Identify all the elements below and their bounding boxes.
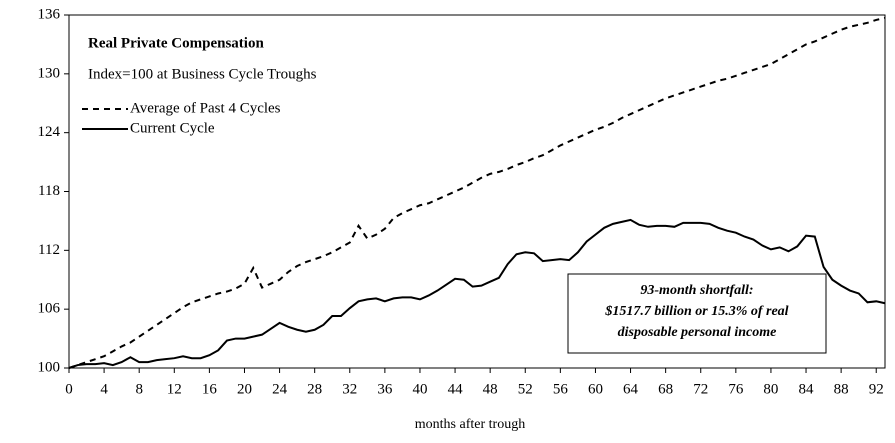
annotation-line: disposable personal income (618, 325, 777, 340)
y-tick-label: 100 (38, 359, 61, 375)
x-tick-label: 52 (518, 381, 533, 397)
x-tick-label: 84 (799, 381, 815, 397)
annotation-line: $1517.7 billion or 15.3% of real (604, 304, 788, 319)
x-tick-label: 92 (869, 381, 884, 397)
series-line (68, 16, 886, 369)
x-tick-label: 36 (377, 381, 393, 397)
y-tick-label: 106 (38, 301, 61, 317)
y-tick-label: 136 (38, 6, 61, 22)
x-tick-label: 16 (202, 381, 218, 397)
x-tick-label: 48 (483, 381, 498, 397)
x-tick-label: 32 (342, 381, 357, 397)
chart-subtitle: Index=100 at Business Cycle Troughs (88, 66, 317, 82)
x-tick-label: 40 (412, 381, 427, 397)
x-axis-label: months after trough (415, 417, 525, 432)
x-tick-label: 12 (167, 381, 182, 397)
annotation-box (567, 273, 827, 354)
legend-label: Current Cycle (130, 120, 215, 136)
y-tick-label: 124 (38, 124, 61, 140)
y-tick-label: 118 (38, 183, 60, 199)
x-tick-label: 28 (307, 381, 322, 397)
x-tick-label: 20 (237, 381, 252, 397)
x-tick-label: 8 (135, 381, 143, 397)
y-tick-label: 112 (38, 242, 60, 258)
chart-title: Real Private Compensation (88, 35, 264, 51)
x-tick-label: 4 (100, 381, 108, 397)
x-tick-label: 76 (728, 381, 744, 397)
x-tick-label: 24 (272, 381, 288, 397)
x-tick-label: 64 (623, 381, 639, 397)
x-tick-label: 80 (763, 381, 778, 397)
annotation-line: 93-month shortfall: (640, 283, 753, 298)
x-tick-label: 44 (448, 381, 464, 397)
x-tick-label: 88 (834, 381, 849, 397)
legend-label: Average of Past 4 Cycles (130, 100, 281, 116)
x-tick-label: 68 (658, 381, 673, 397)
y-tick-label: 130 (38, 65, 61, 81)
x-tick-label: 0 (65, 381, 73, 397)
x-tick-label: 60 (588, 381, 603, 397)
series-line (68, 218, 886, 369)
x-tick-label: 72 (693, 381, 708, 397)
x-tick-label: 56 (553, 381, 569, 397)
